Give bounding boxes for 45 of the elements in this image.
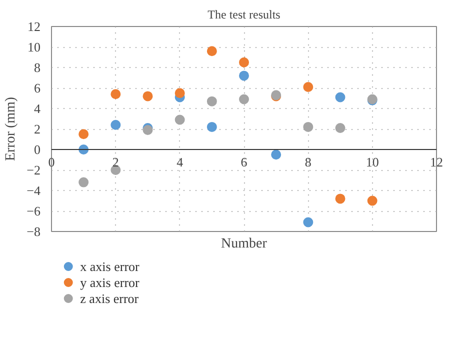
point <box>239 94 249 104</box>
point <box>206 46 217 56</box>
point <box>142 91 153 102</box>
y-axis-title: Error (mm) <box>4 96 19 162</box>
point <box>271 150 282 160</box>
y-tick-label: 12 <box>28 19 40 34</box>
point <box>110 89 121 100</box>
y-tick-label: −4 <box>26 183 41 198</box>
point <box>335 194 346 204</box>
x-tick-label: 6 <box>240 154 248 170</box>
legend-label: x axis error <box>80 259 140 274</box>
point <box>335 92 346 102</box>
y-tick-label: −8 <box>26 224 41 239</box>
y-tick-label: 6 <box>34 80 41 96</box>
point <box>367 196 378 206</box>
point <box>303 82 314 92</box>
y-tick-label: 10 <box>28 40 40 54</box>
point <box>174 88 185 98</box>
point <box>110 120 121 130</box>
y-tick-label: 4 <box>34 101 41 116</box>
point <box>239 57 249 68</box>
y-tick-label: 0 <box>34 142 40 157</box>
x-tick-label: 4 <box>176 154 184 170</box>
x-tick-label: 8 <box>304 154 312 170</box>
legend-label: y axis error <box>80 275 140 290</box>
point <box>303 122 314 132</box>
point <box>110 165 121 175</box>
x-axis-title: Number <box>221 236 268 252</box>
point <box>303 217 314 228</box>
y-tick-label: −6 <box>26 204 41 218</box>
point <box>142 125 153 136</box>
legend-label: z axis error <box>80 291 140 306</box>
point <box>239 70 249 81</box>
y-tick-label: 8 <box>34 60 40 75</box>
point <box>78 129 89 140</box>
x-tick-label: 2 <box>112 154 119 170</box>
y-tick-label: 2 <box>34 122 40 136</box>
point <box>206 96 217 106</box>
point <box>78 177 89 188</box>
x-tick-label: 10 <box>366 154 379 170</box>
y-tick-label: −2 <box>26 162 41 178</box>
point <box>174 114 185 125</box>
chart-title: The test results <box>208 8 281 22</box>
point <box>335 122 346 133</box>
point <box>206 122 217 132</box>
